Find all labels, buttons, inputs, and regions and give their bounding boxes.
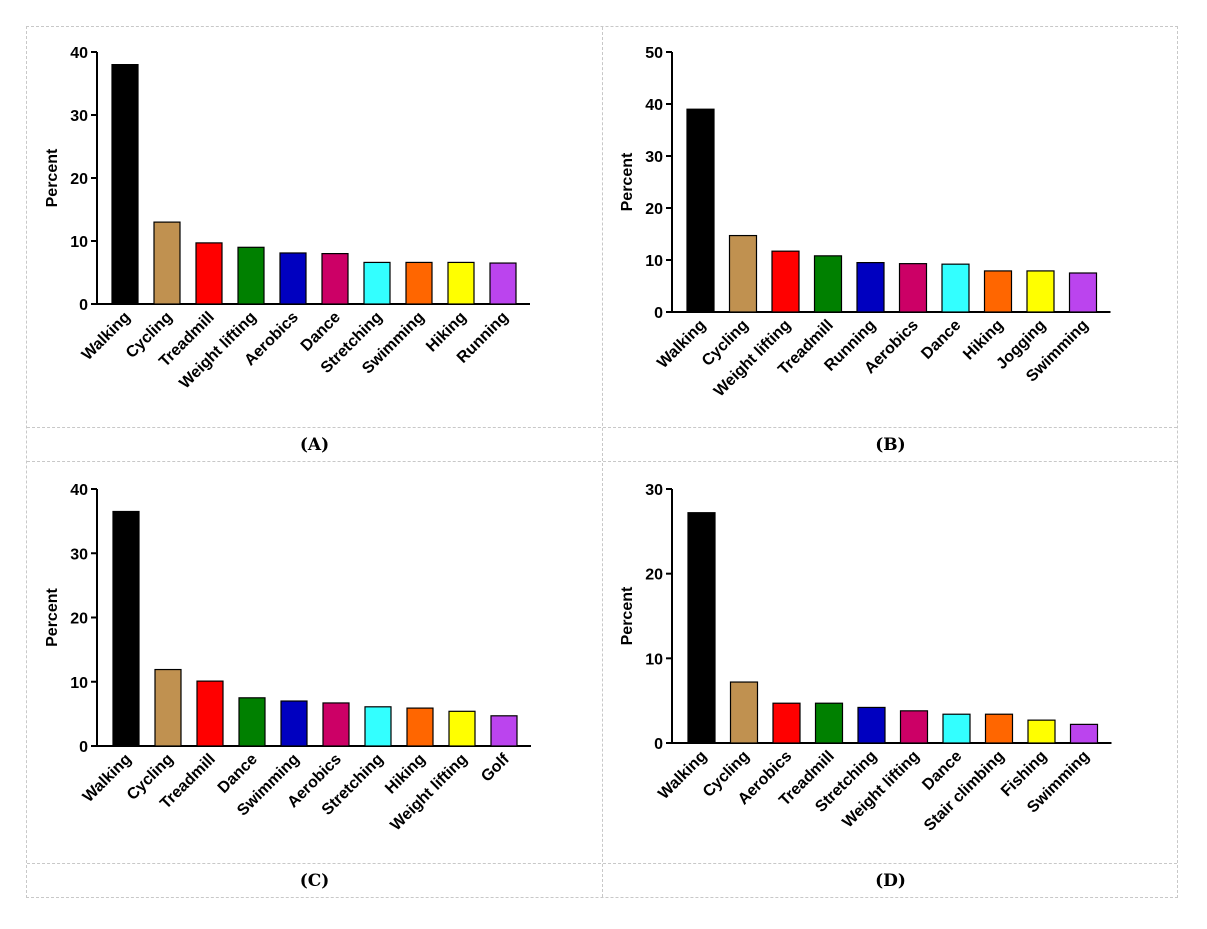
bar [406,707,434,747]
y-tick-label: 20 [70,171,88,188]
y-axis-label: Percent [44,148,61,207]
bar [237,246,265,305]
bar [489,262,517,305]
grid-vertical-divider [602,27,603,897]
y-tick-label: 20 [70,611,88,628]
figure-grid: (A) (B) (C) (D) [26,26,1178,898]
bar [405,261,433,305]
y-axis-label: Percent [619,586,636,645]
y-tick-label: 10 [645,253,663,270]
y-tick-label: 0 [654,736,663,753]
bar [1027,719,1056,744]
y-tick-label: 0 [654,305,663,322]
bar [686,108,715,313]
bar [772,702,801,744]
bar [899,710,929,744]
bar [942,713,971,744]
y-tick-label: 40 [645,97,663,114]
y-tick-label: 0 [79,297,88,314]
y-axis-label: Percent [44,587,61,646]
bar [1069,723,1099,744]
bar [983,270,1013,313]
y-tick-label: 20 [645,567,663,584]
bar [813,255,843,313]
y-tick-label: 50 [645,45,663,62]
y-tick-label: 30 [70,108,88,125]
x-tick-label: Walking [655,748,710,803]
bar [364,706,392,747]
bar [898,263,928,313]
panel-caption-c: (C) [299,871,330,891]
bar [490,715,518,747]
bar [322,702,350,747]
bar [153,221,181,305]
panel-caption-d: (D) [875,871,906,891]
x-tick-label: Stair climbing [921,748,1008,835]
bar [195,242,223,305]
y-tick-label: 20 [645,201,663,218]
panel-caption-b: (B) [875,435,906,455]
grid-divider-row [27,461,1177,462]
grid-divider-caption-bottom [27,863,1177,864]
y-tick-label: 40 [70,45,88,62]
bar [280,700,308,747]
panel-caption-a: (A) [299,435,330,455]
bar [154,668,182,747]
y-tick-label: 10 [70,675,88,692]
y-tick-label: 30 [70,546,88,563]
bar [447,261,475,305]
bar [729,681,759,744]
y-tick-label: 40 [70,482,88,499]
bar [856,262,885,313]
bar [1026,270,1055,313]
bar [1068,272,1098,313]
bar [857,706,886,744]
y-tick-label: 30 [645,149,663,166]
y-tick-label: 0 [79,739,88,756]
bar [687,512,716,744]
y-tick-label: 10 [70,234,88,251]
bar [448,710,476,747]
bar [321,253,349,305]
bar [112,510,140,747]
bar [984,713,1014,744]
bar [771,250,800,313]
y-tick-label: 10 [645,651,663,668]
bar [941,263,970,313]
bar [279,252,307,305]
grid-divider-caption-top [27,427,1177,428]
bar [728,234,758,313]
bar [814,702,844,744]
bar [363,261,391,305]
bar [111,63,139,305]
y-tick-label: 30 [645,482,663,499]
y-axis-label: Percent [619,152,636,211]
x-tick-label: Weight lifting [839,748,922,831]
bar [238,697,266,747]
bar [196,680,224,747]
